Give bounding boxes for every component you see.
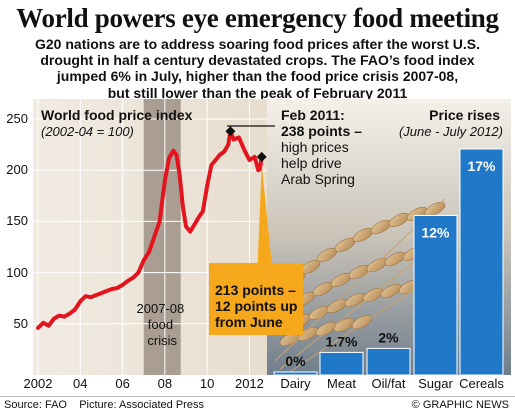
callout-line: 213 points – bbox=[215, 282, 296, 298]
feb-annotation-line: Arab Spring bbox=[281, 171, 355, 187]
footer-credit: © GRAPHIC NEWS bbox=[411, 399, 509, 411]
bar-sugar bbox=[413, 214, 458, 375]
x-tick-label: 08 bbox=[157, 376, 173, 391]
jul-2012-callout bbox=[209, 263, 303, 335]
callout-line: from June bbox=[215, 314, 283, 330]
x-tick-label: 04 bbox=[73, 376, 88, 391]
line-chart-title: World food price index bbox=[41, 107, 193, 123]
footer-rule bbox=[0, 396, 515, 397]
bar-cereals bbox=[459, 148, 504, 375]
feb-annotation-line: high prices bbox=[281, 139, 349, 155]
crisis-label-line: 2007-08 bbox=[137, 301, 185, 316]
callout-line: 12 points up bbox=[215, 298, 297, 314]
feb-annotation-line: help drive bbox=[281, 155, 342, 171]
wheat-grain bbox=[380, 283, 402, 299]
bar-chart-subtitle: (June - July 2012) bbox=[399, 124, 503, 139]
peak-marker bbox=[256, 151, 267, 162]
bar-value-label: 17% bbox=[467, 158, 496, 174]
bar-value-label: 1.7% bbox=[326, 333, 358, 349]
wheat-photo bbox=[274, 198, 461, 375]
y-tick-label: 150 bbox=[6, 213, 28, 229]
bar-category-label: Meat bbox=[327, 376, 356, 391]
x-tick-label: 06 bbox=[115, 376, 130, 391]
crisis-band bbox=[143, 99, 181, 375]
chart-svg: 213 points – 12 points up from June Worl… bbox=[33, 99, 511, 375]
subhead-line: drought in half a century devastated cro… bbox=[40, 52, 475, 69]
x-tick-label: 2012 bbox=[234, 376, 264, 391]
chart-panel: 213 points – 12 points up from June Worl… bbox=[5, 99, 511, 375]
bar-value-label: 12% bbox=[421, 224, 450, 240]
bar-value-labels: 0% 1.7% 2% 12% 17% bbox=[285, 158, 496, 369]
subhead-line: G20 nations are to address soaring food … bbox=[35, 36, 480, 52]
feb-annotation-line: 238 points – bbox=[281, 123, 362, 139]
x-tick-label: 2002 bbox=[23, 376, 53, 391]
y-tick-label: 50 bbox=[13, 315, 28, 331]
y-tick-label: 200 bbox=[6, 162, 28, 178]
bar-category-label: Sugar bbox=[418, 376, 453, 391]
bar-oilfat bbox=[366, 347, 411, 375]
bar-value-label: 2% bbox=[378, 329, 399, 345]
bar-meat bbox=[319, 351, 364, 375]
bar-chart-title: Price rises bbox=[429, 107, 500, 123]
x-tick-label: 10 bbox=[199, 376, 215, 391]
picture-credit: Picture: Associated Press bbox=[79, 399, 204, 411]
crisis-label-line: food bbox=[148, 317, 173, 332]
wheat-grain bbox=[333, 317, 355, 333]
wheat-grain bbox=[351, 314, 373, 330]
subhead: G20 nations are to address soaring food … bbox=[14, 36, 501, 101]
crisis-band-label: 2007-08 food crisis bbox=[137, 301, 188, 348]
subhead-line: jumped 6% in July, higher than the food … bbox=[56, 68, 459, 85]
bar-value-label: 0% bbox=[285, 353, 306, 369]
bar-category-label: Oil/fat bbox=[371, 376, 406, 391]
line-chart-subtitle: (2002-04 = 100) bbox=[41, 124, 134, 139]
feb-2011-annotation: Feb 2011: 238 points – high prices help … bbox=[281, 107, 366, 187]
crisis-label-line: crisis bbox=[147, 333, 177, 348]
bar-category-label: Cereals bbox=[459, 376, 504, 391]
y-tick-label: 100 bbox=[6, 264, 28, 280]
subhead-line: but still lower than the peak of Februar… bbox=[107, 84, 408, 101]
jul-2012-callout-text: 213 points – 12 points up from June bbox=[215, 282, 301, 330]
footer-source: Source: FAO Picture: Associated Press bbox=[4, 398, 204, 412]
bar-category-label: Dairy bbox=[280, 376, 311, 391]
price-rise-bars bbox=[273, 148, 504, 375]
jul-2012-pointer bbox=[257, 164, 272, 263]
bar-dairy bbox=[273, 371, 318, 375]
source-credit: Source: FAO bbox=[4, 399, 67, 411]
feb-annotation-line: Feb 2011: bbox=[281, 107, 345, 123]
y-tick-label: 250 bbox=[6, 111, 28, 126]
headline: World powers eye emergency food meeting bbox=[16, 3, 499, 33]
